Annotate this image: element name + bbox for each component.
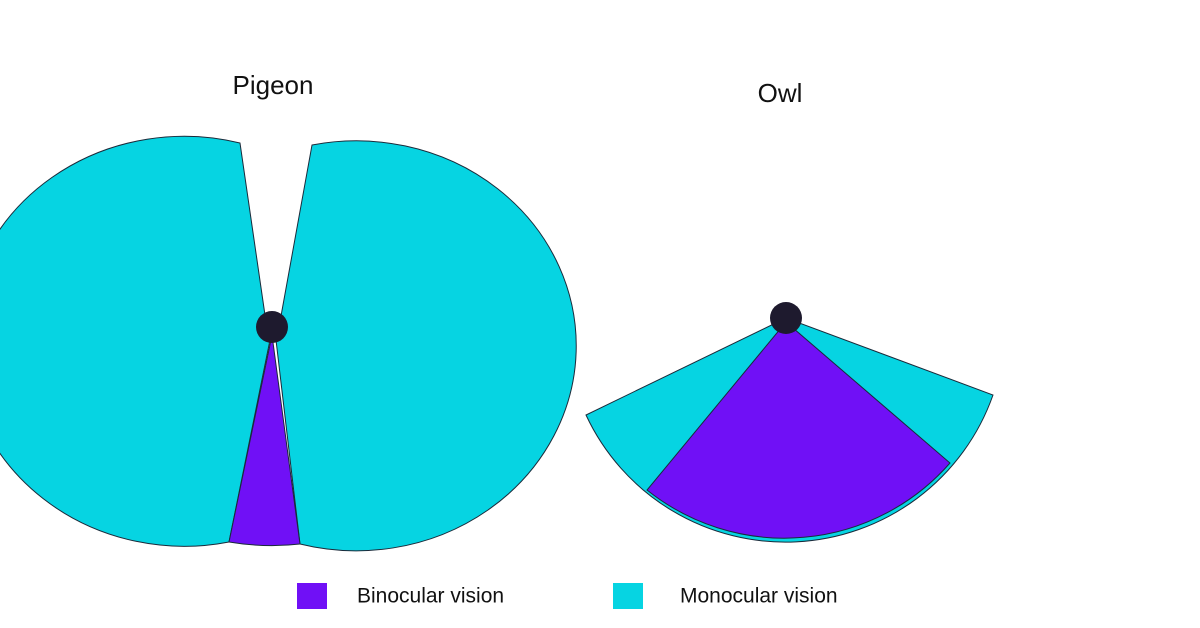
legend-swatch <box>297 583 327 609</box>
owl-binocular <box>646 321 951 539</box>
pigeon-binocular <box>228 334 301 547</box>
pigeon-title: Pigeon <box>233 70 314 100</box>
owl-eye <box>770 302 802 334</box>
pigeon-eye <box>256 311 288 343</box>
legend-label: Binocular vision <box>357 585 504 608</box>
pigeon-monocular-right <box>275 140 577 552</box>
legend-swatch <box>613 583 643 609</box>
owl-title: Owl <box>758 78 803 108</box>
legend-label: Monocular vision <box>680 585 838 608</box>
pigeon-monocular-left <box>0 135 271 547</box>
